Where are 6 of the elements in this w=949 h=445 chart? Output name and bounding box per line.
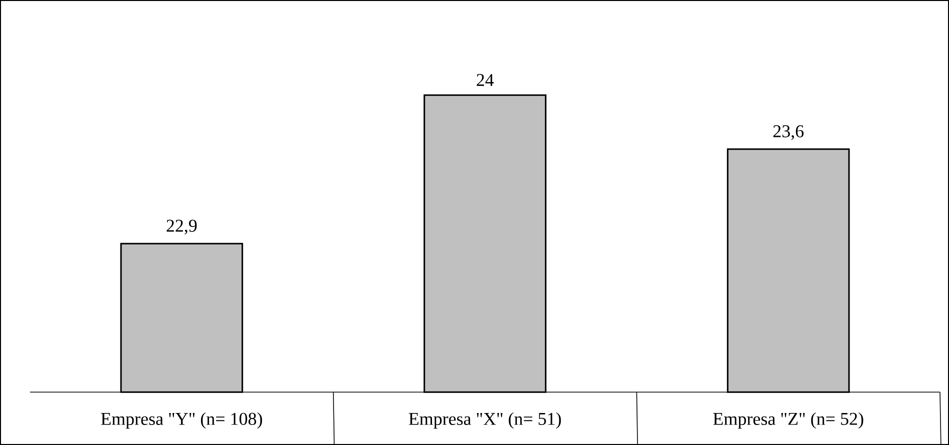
x-tick-label: Empresa "X" (n= 51) [408,412,561,429]
x-tick-label: Empresa "Z" (n= 52) [713,412,864,429]
data-label: 22,9 [166,220,197,234]
x-tick-label: Empresa "Y" (n= 108) [101,412,262,429]
data-label: 23,6 [773,125,804,140]
data-label: 24 [476,74,494,86]
